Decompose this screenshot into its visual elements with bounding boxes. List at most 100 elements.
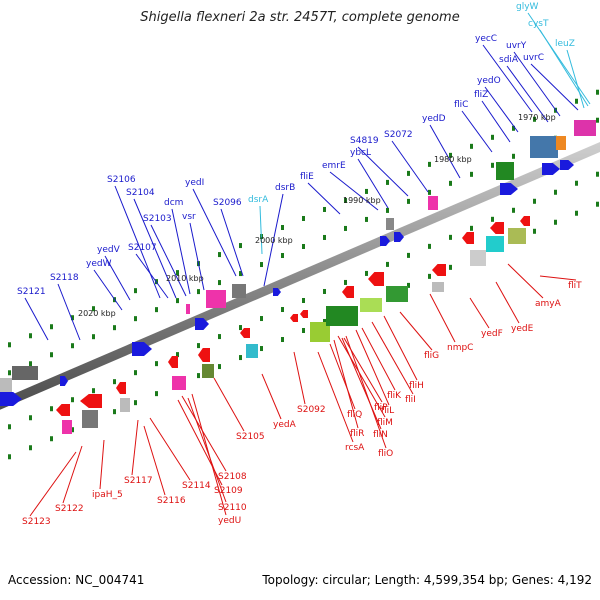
rna-label-leader — [566, 49, 585, 109]
forward-gene-arrow — [0, 392, 22, 406]
reverse-gene-box — [172, 376, 186, 390]
forward-label-leader — [506, 65, 549, 123]
reverse-label-leader — [337, 335, 386, 418]
forward-label-leader — [429, 124, 461, 179]
tick-mark — [71, 427, 74, 433]
tick-mark — [50, 406, 53, 412]
tick-mark — [386, 179, 389, 185]
scale-label: 1990 kbp — [343, 196, 381, 205]
reverse-gene-label: fliK — [387, 391, 402, 401]
reverse-gene-label: nmpC — [447, 343, 473, 353]
reverse-gene-label: S2116 — [157, 496, 186, 506]
tick-mark — [260, 262, 263, 268]
tick-mark — [302, 297, 305, 303]
reverse-gene-label: S2122 — [55, 504, 84, 514]
forward-label-leader — [263, 193, 284, 287]
reverse-gene-label: S2117 — [124, 476, 153, 486]
forward-label-leader — [357, 158, 389, 209]
tick-mark — [344, 225, 347, 231]
tick-mark — [302, 327, 305, 333]
reverse-gene-box — [386, 286, 408, 302]
tick-mark — [533, 228, 536, 234]
forward-label-leader — [484, 86, 519, 133]
reverse-gene-arrow — [462, 232, 474, 244]
tick-mark — [428, 161, 431, 167]
tick-mark — [575, 98, 578, 104]
reverse-gene-box — [62, 420, 72, 434]
forward-gene-arrow — [560, 160, 574, 170]
reverse-label-leader — [507, 263, 544, 299]
reverse-gene-label: S2110 — [218, 503, 247, 513]
tick-mark — [281, 337, 284, 343]
tick-mark — [407, 198, 410, 204]
reverse-gene-label: S2108 — [218, 472, 247, 482]
reverse-gene-label: fliR — [350, 429, 364, 439]
forward-gene-box — [574, 120, 596, 136]
tick-mark — [29, 415, 32, 421]
reverse-gene-label: yedE — [511, 324, 534, 334]
accession-text: Accession: NC_004741 — [8, 573, 145, 587]
tick-mark — [281, 307, 284, 313]
tick-mark — [323, 234, 326, 240]
reverse-label-leader — [469, 297, 490, 329]
forward-gene-box — [428, 196, 438, 210]
tick-mark — [113, 325, 116, 331]
reverse-gene-box — [82, 410, 98, 428]
tick-mark — [92, 334, 95, 340]
reverse-label-leader — [149, 417, 191, 481]
reverse-gene-box — [326, 306, 358, 326]
tick-mark — [281, 253, 284, 259]
tick-mark — [155, 307, 158, 313]
tick-mark — [113, 409, 116, 415]
tick-mark — [218, 334, 221, 340]
scale-label: 1970 kbp — [518, 113, 556, 122]
forward-gene-label: uvrY — [506, 41, 527, 51]
reverse-gene-label: fliO — [378, 449, 393, 459]
reverse-label-leader — [355, 329, 390, 406]
tick-mark — [491, 162, 494, 168]
tick-mark — [554, 219, 557, 225]
tick-mark — [365, 188, 368, 194]
forward-gene-label: yedV — [97, 245, 121, 255]
tick-mark — [134, 288, 137, 294]
tick-mark — [8, 424, 11, 430]
reverse-gene-box — [246, 344, 258, 358]
tick-mark — [8, 370, 11, 376]
forward-gene-box — [232, 284, 246, 298]
reverse-label-leader — [495, 281, 520, 324]
tick-mark — [575, 180, 578, 186]
forward-gene-box — [206, 290, 226, 308]
tick-mark — [596, 89, 599, 95]
tick-mark — [344, 279, 347, 285]
reverse-label-leader — [361, 327, 396, 391]
label-leaders — [24, 12, 591, 517]
tick-mark — [470, 143, 473, 149]
forward-label-leader — [357, 146, 409, 197]
forward-gene-label: yedI — [185, 178, 204, 188]
tick-mark — [71, 343, 74, 349]
forward-gene-label: yecC — [475, 34, 497, 44]
forward-gene-label: S2107 — [128, 243, 157, 253]
forward-gene-label: fliZ — [474, 90, 488, 100]
tick-mark — [71, 397, 74, 403]
forward-gene-label: S4819 — [350, 136, 379, 146]
rna-gene-label: dsrA — [248, 195, 269, 205]
reverse-label-leader — [29, 451, 77, 517]
reverse-gene-label: fliH — [409, 381, 424, 391]
forward-label-leader — [57, 283, 81, 341]
reverse-gene-box — [432, 282, 444, 292]
reverse-label-leader — [99, 439, 105, 490]
reverse-gene-label: yedF — [481, 329, 503, 339]
rna-gene-label: glyW — [516, 2, 539, 12]
reverse-gene-arrow — [290, 314, 298, 322]
reverse-gene-label: fliI — [405, 395, 416, 405]
tick-mark — [218, 252, 221, 258]
tick-mark — [596, 117, 599, 123]
tick-mark — [71, 315, 74, 321]
reverse-label-leader — [317, 351, 354, 443]
reverse-gene-arrow — [80, 394, 102, 408]
reverse-gene-arrow — [520, 216, 530, 226]
scale-labels: 1970 kbp 1980 kbp 1990 kbp 2000 kbp 2010 kbp… — [78, 113, 556, 318]
reverse-gene-label: fliQ — [347, 410, 362, 420]
forward-label-leader — [482, 44, 533, 113]
